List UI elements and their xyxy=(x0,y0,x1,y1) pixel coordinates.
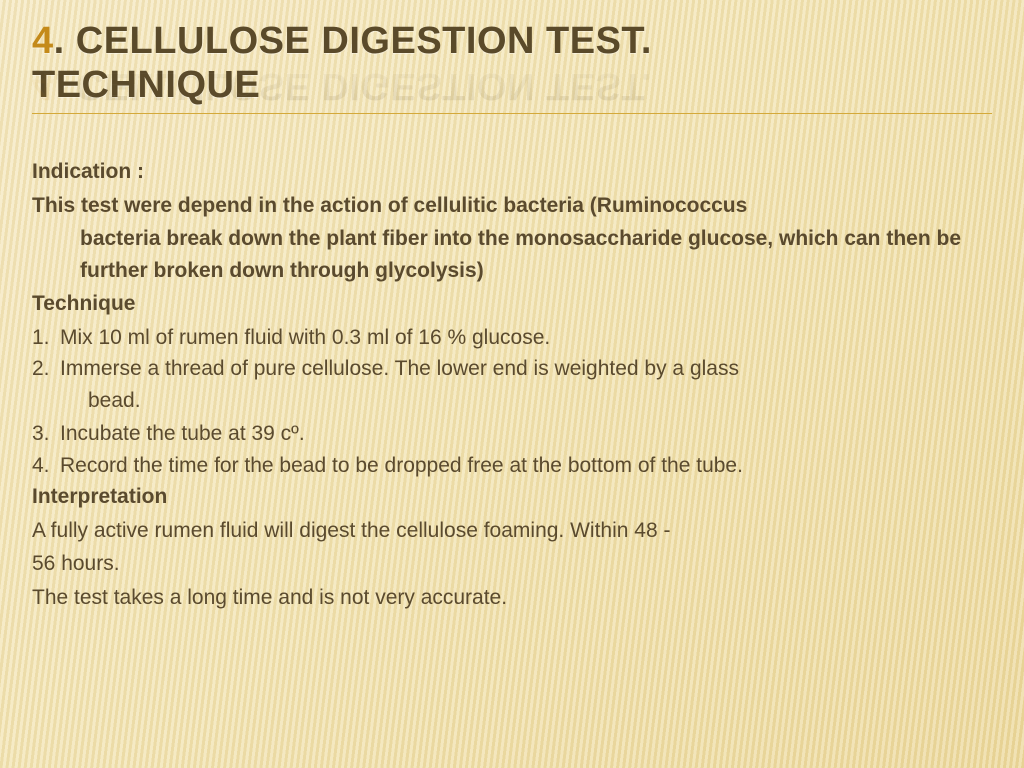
step-2: 2. Immerse a thread of pure cellulose. T… xyxy=(32,353,992,385)
indication-cont: bacteria break down the plant fiber into… xyxy=(32,223,992,286)
step-text: Mix 10 ml of rumen fluid with 0.3 ml of … xyxy=(60,322,550,354)
technique-label: Technique xyxy=(32,288,992,320)
step-1: 1. Mix 10 ml of rumen fluid with 0.3 ml … xyxy=(32,322,992,354)
title-line2: TECHNIQUE xyxy=(32,64,992,108)
interpretation-line1: A fully active rumen fluid will digest t… xyxy=(32,515,992,547)
interpretation-line3: The test takes a long time and is not ve… xyxy=(32,582,992,614)
step-3: 3. Incubate the tube at 39 cº. xyxy=(32,418,992,450)
step-text: Incubate the tube at 39 cº. xyxy=(60,418,305,450)
step-number: 4. xyxy=(32,450,60,482)
indication-label: Indication : xyxy=(32,156,992,188)
step-number: 2. xyxy=(32,353,60,385)
step-number: 3. xyxy=(32,418,60,450)
step-number: 1. xyxy=(32,322,60,354)
step-text: Immerse a thread of pure cellulose. The … xyxy=(60,353,739,385)
slide-body: Indication : This test were depend in th… xyxy=(32,156,992,613)
slide-title: 4. CELLULOSE DIGESTION TEST. TECHNIQUE 4… xyxy=(32,20,992,107)
title-line1: 4. CELLULOSE DIGESTION TEST. xyxy=(32,20,992,64)
interpretation-label: Interpretation xyxy=(32,481,992,513)
title-number: 4 xyxy=(32,20,54,62)
indication-lead: This test were depend in the action of c… xyxy=(32,190,992,222)
interpretation-line2: 56 hours. xyxy=(32,548,992,580)
step-4: 4. Record the time for the bead to be dr… xyxy=(32,450,992,482)
title-underline xyxy=(32,113,992,114)
step-text: Record the time for the bead to be dropp… xyxy=(60,450,743,482)
slide-content: 4. CELLULOSE DIGESTION TEST. TECHNIQUE 4… xyxy=(0,0,1024,613)
title-rest: . CELLULOSE DIGESTION TEST. xyxy=(54,20,652,62)
step-2-cont: bead. xyxy=(32,385,992,417)
